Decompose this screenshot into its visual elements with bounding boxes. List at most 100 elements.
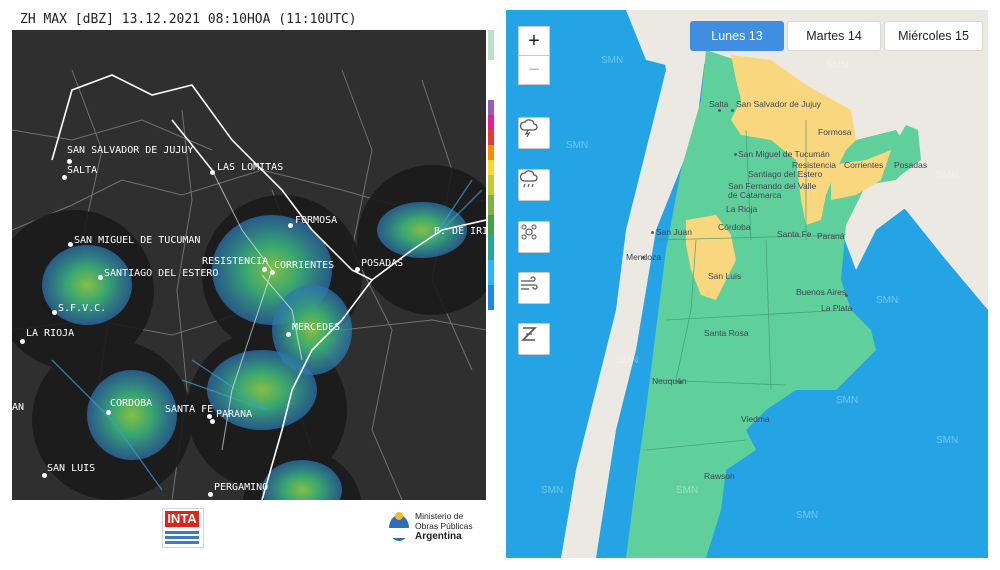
watermark: SMN — [676, 485, 699, 496]
capital-dot — [734, 153, 737, 156]
inta-logo: INTA — [162, 508, 204, 548]
storm-cloud-icon — [519, 119, 538, 138]
dbz-color-scale — [488, 30, 494, 350]
label-resistencia: Resistencia — [792, 160, 836, 170]
rain-layer-button[interactable] — [518, 169, 550, 201]
snow-icon — [521, 224, 537, 240]
city-dot — [262, 267, 267, 272]
label-posadas: Posadas — [894, 160, 928, 170]
city-dot — [207, 414, 212, 419]
capital-dot — [845, 294, 848, 297]
city-dot — [288, 223, 293, 228]
city-dot — [286, 332, 291, 337]
label-cordoba: Córdoba — [718, 222, 751, 232]
city-label-mercedes: MERCEDES — [292, 322, 341, 333]
city-dot — [98, 275, 103, 280]
yellow-alert-corrientes — [831, 150, 891, 200]
watermark: SMN — [566, 140, 589, 151]
ministerio-text: Ministerio de Obras Públicas Argentina — [415, 511, 473, 543]
label-neuquen: Neuquén — [652, 376, 687, 386]
watermark: SMN — [836, 395, 859, 406]
label-san-luis: San Luis — [708, 271, 742, 281]
city-dot — [208, 492, 213, 497]
city-dot — [210, 419, 215, 424]
ministerio-logo: Ministerio de Obras Públicas Argentina — [387, 508, 492, 548]
tab-miercoles-15[interactable]: Miércoles 15 — [884, 21, 983, 51]
city-label-san-luis: SAN LUIS — [47, 463, 96, 474]
label-formosa: Formosa — [818, 127, 852, 137]
label-san-fernando-catamarca: San Fernando del Valle de Catamarca — [728, 181, 817, 200]
ministerio-line-1: Ministerio de — [415, 511, 464, 521]
city-label-santa-fe: SANTA FE — [165, 404, 214, 415]
label-parana: Paraná — [817, 231, 845, 241]
snow-layer-button[interactable] — [518, 221, 550, 253]
radar-footer: INTA Ministerio de Obras Públicas Argent… — [12, 500, 494, 555]
alert-map-panel[interactable]: SMN SMN SMN SMN SMN SMN SMN SMN SMN SMN … — [506, 10, 988, 558]
label-santa-fe: Santa Fe — [777, 229, 812, 239]
city-dot — [270, 270, 275, 275]
watermark: SMN — [826, 60, 849, 71]
label-mendoza: Mendoza — [626, 252, 661, 262]
capital-dot — [679, 381, 682, 384]
label-santiago-del-estero: Santiago del Estero — [748, 169, 823, 179]
yellow-alert-san-luis — [686, 215, 736, 300]
storm-layer-button[interactable] — [518, 117, 550, 149]
radar-panel: ZH MAX [dBZ] 13.12.2021 08:10HOA (11:10U… — [12, 10, 494, 555]
capital-dot — [642, 256, 645, 259]
radar-map[interactable]: SAN SALVADOR DE JUJUY SALTA LAS LOMITAS … — [12, 30, 486, 500]
label-santa-rosa: Santa Rosa — [704, 328, 749, 338]
label-salta: Salta — [709, 99, 729, 109]
label-san-miguel-de-tucuman: San Miguel de Tucumán — [738, 149, 830, 159]
city-dot — [106, 410, 111, 415]
inta-stripe — [165, 541, 199, 544]
watermark: SMN — [541, 485, 564, 496]
rain-cloud-icon — [519, 170, 538, 188]
label-corrientes: Corrientes — [844, 160, 884, 170]
city-label-an: AN — [12, 402, 25, 413]
city-label-salta: SALTA — [67, 165, 98, 176]
label-la-rioja: La Rioja — [726, 204, 758, 214]
label-san-salvador-de-jujuy: San Salvador de Jujuy — [736, 99, 822, 109]
city-label-resistencia: RESISTENCIA — [202, 256, 269, 267]
watermark: SMN — [876, 295, 899, 306]
tab-martes-14[interactable]: Martes 14 — [787, 21, 881, 51]
watermark: SMN — [936, 170, 959, 181]
zoom-out-button[interactable]: − — [518, 55, 550, 85]
label-viedma: Viedma — [741, 414, 770, 424]
yellow-alert-north — [731, 55, 856, 225]
city-label-b-de-iri: B. DE IRI — [434, 226, 486, 237]
city-label-las-lomitas: LAS LOMITAS — [217, 162, 284, 173]
inta-logo-text: INTA — [165, 511, 199, 527]
city-label-corrientes: CORRIENTES — [274, 260, 335, 271]
ministerio-line-2: Obras Públicas — [415, 521, 473, 531]
watermark: SMN — [616, 355, 639, 366]
city-label-la-rioja: LA RIOJA — [26, 328, 75, 339]
city-label-posadas: POSADAS — [361, 258, 404, 269]
capital-dot — [651, 231, 654, 234]
label-buenos-aires: Buenos Aires — [796, 287, 847, 297]
label-rawson: Rawson — [704, 471, 735, 481]
wind-icon — [521, 276, 538, 290]
city-dot — [67, 159, 72, 164]
zonda-layer-button[interactable] — [518, 323, 550, 355]
radar-map-graphic — [12, 69, 486, 500]
city-dot — [62, 175, 67, 180]
city-label-santiago-del-estero: SANTIAGO DEL ESTERO — [104, 268, 219, 279]
city-label-sfvc: S.F.V.C. — [58, 303, 107, 314]
capital-dot — [731, 109, 734, 112]
watermark: SMN — [796, 510, 819, 521]
zoom-in-button[interactable]: + — [518, 26, 550, 56]
city-dot — [20, 339, 25, 344]
city-label-cordoba: CORDOBA — [110, 398, 153, 409]
neighbor-land-chile — [506, 10, 706, 558]
capital-dot — [718, 109, 721, 112]
tab-lunes-13[interactable]: Lunes 13 — [690, 21, 784, 51]
argentina-shield-icon — [389, 512, 409, 541]
wind-layer-button[interactable] — [518, 272, 550, 304]
city-dot — [52, 310, 57, 315]
radar-title: ZH MAX [dBZ] 13.12.2021 08:10HOA (11:10U… — [20, 12, 357, 27]
watermark: SMN — [936, 435, 959, 446]
zonda-icon — [521, 327, 537, 341]
misiones-area — [891, 125, 921, 175]
watermark: SMN — [601, 55, 624, 66]
